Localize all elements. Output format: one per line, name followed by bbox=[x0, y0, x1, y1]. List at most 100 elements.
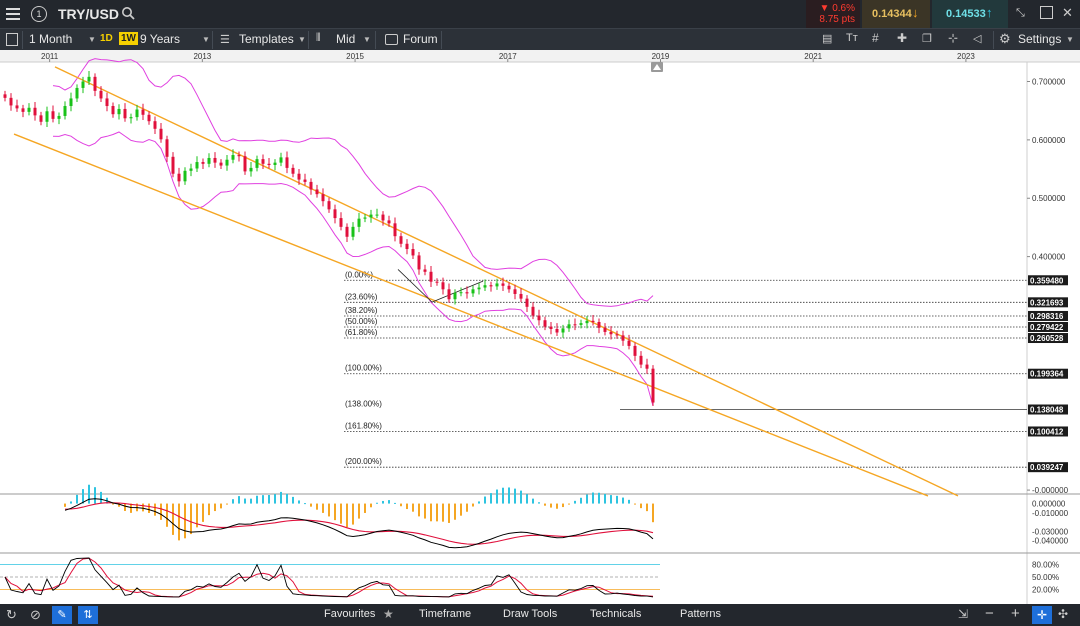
candle-body bbox=[273, 162, 277, 165]
macd-y-tick-label: -0.040000 bbox=[1032, 537, 1069, 546]
crosshair-mode-icon[interactable]: ✛ bbox=[1032, 606, 1052, 624]
macd-histogram-bar bbox=[520, 490, 522, 504]
crosshair-icon[interactable]: ✚ bbox=[897, 31, 908, 45]
candle-body bbox=[3, 94, 7, 98]
candle bbox=[597, 318, 601, 334]
fib-anchor-line[interactable] bbox=[397, 269, 433, 303]
macd-histogram-bar bbox=[544, 503, 546, 506]
macd-histogram-bar bbox=[250, 498, 252, 504]
candle bbox=[315, 184, 319, 198]
settings-button[interactable]: Settings bbox=[1018, 32, 1062, 46]
change-percent: ▼ 0.6% bbox=[819, 3, 855, 14]
draw-tools-tab[interactable]: Draw Tools bbox=[503, 608, 558, 620]
search-icon[interactable] bbox=[121, 6, 135, 20]
swap-icon[interactable]: ⇅ bbox=[78, 606, 98, 624]
grid-icon[interactable]: # bbox=[872, 31, 879, 45]
candle bbox=[591, 314, 595, 326]
candle bbox=[441, 277, 445, 295]
candles-icon[interactable]: ⫴ bbox=[316, 32, 321, 44]
price-chart[interactable]: 2011 2013 2015 2017 2019 2021 2023 0.700000 0.6… bbox=[0, 50, 1080, 604]
candle bbox=[141, 103, 145, 121]
1w-button[interactable]: 1W bbox=[119, 32, 138, 45]
fib-price-tag bbox=[1028, 275, 1068, 286]
candle-body bbox=[495, 283, 499, 287]
zoom-out-icon[interactable]: − bbox=[985, 605, 994, 622]
timeframe-tab[interactable]: Timeframe bbox=[419, 608, 472, 620]
fib-price-tag-text: 0.298316 bbox=[1030, 312, 1064, 321]
candle bbox=[393, 217, 397, 242]
hide-icon[interactable]: ⊘ bbox=[30, 607, 41, 622]
macd-histogram-bar bbox=[574, 500, 576, 504]
patterns-tab[interactable]: Patterns bbox=[680, 608, 721, 620]
channel-upper-line[interactable] bbox=[54, 66, 959, 497]
sell-price-box[interactable]: 0.14344 ↓ bbox=[862, 0, 930, 28]
sell-price: 0.14344 bbox=[872, 8, 912, 20]
range-select[interactable]: 9 Years bbox=[140, 32, 180, 46]
candle bbox=[123, 103, 127, 122]
pin-icon[interactable]: ⊹ bbox=[948, 31, 959, 45]
candle-body bbox=[573, 324, 577, 326]
text-tool-icon[interactable]: Tт bbox=[846, 32, 858, 44]
candle bbox=[333, 204, 337, 224]
candle bbox=[21, 104, 25, 118]
macd-histogram-bar bbox=[568, 503, 570, 505]
candle-body bbox=[387, 220, 391, 224]
x-tick-label: 2017 bbox=[499, 52, 517, 61]
price-type-select[interactable]: Mid bbox=[336, 32, 356, 46]
star-icon[interactable]: ★ bbox=[383, 607, 394, 621]
buy-price-box[interactable]: 0.14533 ↑ bbox=[932, 0, 1008, 28]
candle bbox=[633, 342, 637, 362]
candle bbox=[429, 265, 433, 287]
candle bbox=[519, 288, 523, 303]
candle bbox=[177, 167, 181, 187]
x-tick-label: 2015 bbox=[346, 52, 364, 61]
copy-icon[interactable]: ❐ bbox=[922, 33, 932, 45]
zoom-in-icon[interactable]: + bbox=[1011, 605, 1020, 622]
candle bbox=[447, 283, 451, 303]
candle bbox=[369, 209, 373, 223]
fit-icon[interactable]: ⇲ bbox=[958, 607, 969, 621]
close-icon[interactable]: ✕ bbox=[1062, 5, 1073, 20]
layout-icon[interactable]: ▤ bbox=[822, 33, 833, 45]
interval-label: 1 Month bbox=[29, 32, 73, 46]
templates-icon[interactable]: ☰ bbox=[220, 34, 230, 46]
macd-histogram-bar bbox=[142, 503, 144, 512]
macd-line bbox=[64, 498, 654, 549]
fib-level-label: (0.00%) bbox=[345, 270, 373, 279]
candle bbox=[207, 153, 211, 168]
move-icon[interactable]: ✣ bbox=[1058, 607, 1069, 621]
macd-histogram-bar bbox=[346, 503, 348, 528]
favourites-tab[interactable]: Favourites bbox=[324, 608, 376, 620]
interval-select[interactable]: 1 Month bbox=[29, 32, 72, 46]
menu-icon[interactable] bbox=[6, 6, 20, 22]
fib-price-tag bbox=[1028, 297, 1068, 308]
info-icon[interactable]: 1 bbox=[31, 6, 47, 22]
x-tick-label: 2013 bbox=[193, 52, 211, 61]
candle bbox=[555, 323, 559, 336]
candle-body bbox=[141, 109, 145, 115]
refresh-icon[interactable]: ↻ bbox=[6, 607, 17, 622]
macd-histogram-bar bbox=[94, 487, 96, 504]
macd-histogram-bar bbox=[202, 503, 204, 522]
gear-icon[interactable]: ⚙ bbox=[999, 31, 1011, 46]
candle-body bbox=[333, 209, 337, 219]
candle-body bbox=[393, 223, 397, 237]
templates-button[interactable]: Templates bbox=[239, 32, 294, 46]
candle bbox=[339, 212, 343, 231]
bottom-bar: ↻ ⊘ ✎ ⇅ Favourites ★ Timeframe Draw Tool… bbox=[0, 604, 1080, 626]
technicals-tab[interactable]: Technicals bbox=[590, 608, 642, 620]
1d-button[interactable]: 1D bbox=[100, 33, 113, 44]
collapse-icon[interactable]: ⤡ bbox=[1016, 7, 1025, 19]
forum-button[interactable]: Forum bbox=[403, 32, 438, 46]
pen-icon[interactable]: ✎ bbox=[52, 606, 72, 624]
candle-body bbox=[45, 111, 49, 122]
candle bbox=[165, 135, 169, 163]
fib-price-tag bbox=[1028, 426, 1068, 437]
channel-lower-line[interactable] bbox=[13, 133, 929, 497]
erase-icon[interactable]: ◁ bbox=[973, 33, 982, 45]
panel-icon[interactable] bbox=[6, 33, 18, 46]
popout-icon[interactable] bbox=[1040, 6, 1053, 19]
macd-histogram-bar bbox=[388, 500, 390, 504]
fib-anchor-line[interactable] bbox=[431, 280, 484, 303]
macd-histogram-bar bbox=[538, 502, 540, 504]
